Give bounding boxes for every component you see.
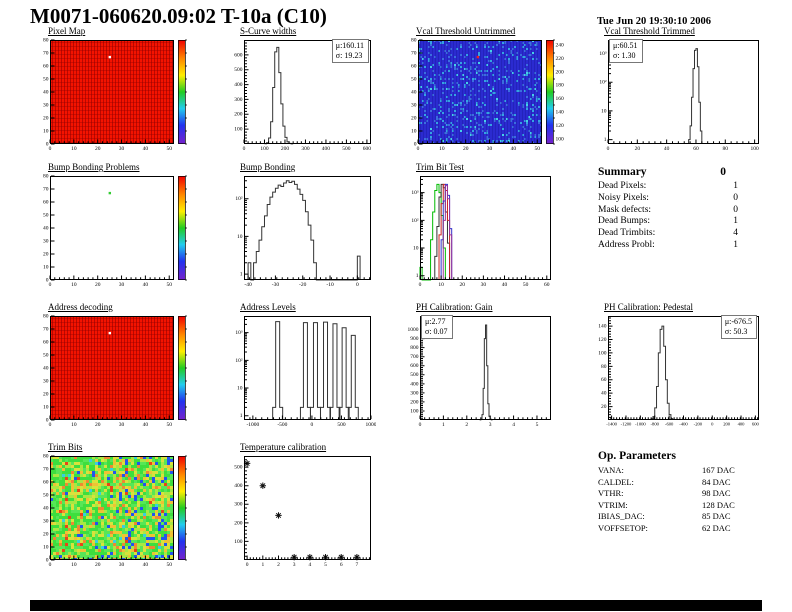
- summary-block: Summary 0 Dead Pixels: 1 Noisy Pixels: 0…: [598, 166, 758, 252]
- op-parameter-label: VTHR:: [598, 488, 624, 498]
- plot-title: Vcal Threshold Untrimmed: [416, 26, 516, 36]
- stats-box: μ:-676.5 σ: 50.3: [720, 315, 757, 339]
- op-parameter-value: 62 DAC: [702, 522, 731, 533]
- summary-row-value: 1: [733, 181, 738, 191]
- summary-row: Dead Pixels: 1: [598, 181, 738, 193]
- plot-ph-pedestal: PH Calibration: Pedestal μ:-676.5 σ: 50.…: [592, 302, 764, 431]
- stats-box: μ:160.11 σ: 19.23: [331, 39, 369, 63]
- op-parameter-row: VTHR: 98 DAC: [598, 488, 758, 500]
- op-parameters-heading: Op. Parameters: [598, 450, 758, 462]
- plot-pixel-map: Pixel Map: [36, 26, 198, 155]
- op-parameter-row: VOFFSETOP: 62 DAC: [598, 523, 758, 535]
- bump-bonding-canvas: [228, 173, 376, 291]
- op-parameter-value: 128 DAC: [702, 499, 735, 510]
- summary-row-label: Noisy Pixels:: [598, 192, 649, 203]
- op-parameter-row: CALDEL: 84 DAC: [598, 477, 758, 489]
- plot-address-decoding: Address decoding: [36, 302, 198, 431]
- plot-bump-problems: Bump Bonding Problems: [36, 162, 198, 291]
- stat-mu: μ:-676.5: [724, 317, 752, 326]
- page-title: M0071-060620.09:02 T-10a (C10): [30, 4, 327, 28]
- pixel-map-canvas: [36, 37, 198, 155]
- trim-bits-canvas: [36, 453, 198, 571]
- stat-sigma: σ: 1.30: [613, 50, 636, 60]
- op-parameters-block: Op. Parameters VANA: 167 DAC CALDEL: 84 …: [598, 450, 758, 534]
- plot-title: Trim Bit Test: [416, 162, 464, 172]
- plot-scurve-widths: S-Curve widths μ:160.11 σ: 19.23: [228, 26, 376, 155]
- summary-row: Address Probl: 1: [598, 240, 738, 252]
- plot-vcal-trimmed: Vcal Threshold Trimmed μ:60.51 σ: 1.30: [592, 26, 764, 155]
- summary-row-label: Dead Trimbits:: [598, 228, 656, 239]
- stats-box: μ:60.51 σ: 1.30: [609, 39, 643, 63]
- summary-row-value: 0: [733, 192, 738, 203]
- plot-trim-bits: Trim Bits: [36, 442, 198, 571]
- op-parameter-label: VOFFSETOP:: [598, 522, 648, 533]
- stat-mu: μ:2.77: [425, 317, 446, 326]
- op-parameter-value: 85 DAC: [702, 511, 731, 521]
- summary-row-label: Mask defects:: [598, 204, 652, 215]
- stat-mu: μ:160.11: [335, 41, 364, 50]
- summary-row-label: Dead Pixels:: [598, 181, 647, 191]
- plot-bump-bonding: Bump Bonding: [228, 162, 376, 291]
- summary-row: Noisy Pixels: 0: [598, 193, 738, 205]
- plot-temperature: Temperature calibration: [228, 442, 376, 571]
- op-parameter-row: VTRIM: 128 DAC: [598, 500, 758, 512]
- plot-title: Address decoding: [48, 302, 113, 312]
- op-parameters-title: Op. Parameters: [598, 450, 676, 462]
- summary-row-label: Address Probl:: [598, 239, 655, 250]
- op-parameter-value: 84 DAC: [702, 476, 731, 487]
- vcal-untrimmed-canvas: [404, 37, 566, 155]
- trim-bit-test-canvas: [404, 173, 556, 291]
- stats-box: μ:2.77 σ: 0.07: [421, 315, 453, 339]
- op-parameter-value: 98 DAC: [702, 488, 731, 498]
- op-parameter-label: IBIAS_DAC:: [598, 511, 645, 521]
- op-parameter-label: CALDEL:: [598, 476, 634, 487]
- op-parameter-row: VANA: 167 DAC: [598, 465, 758, 477]
- summary-grade: 0: [720, 166, 726, 178]
- plot-title: Bump Bonding Problems: [48, 162, 140, 172]
- plot-vcal-untrimmed: Vcal Threshold Untrimmed: [404, 26, 566, 155]
- plot-title: Bump Bonding: [240, 162, 296, 172]
- summary-row: Dead Trimbits: 4: [598, 228, 738, 240]
- plot-title: PH Calibration: Gain: [416, 302, 493, 312]
- address-levels-canvas: [228, 313, 376, 431]
- op-parameter-value: 167 DAC: [702, 465, 735, 475]
- op-parameter-label: VANA:: [598, 465, 624, 475]
- summary-row-value: 1: [733, 239, 738, 250]
- op-parameter-rows: VANA: 167 DAC CALDEL: 84 DAC VTHR: 98 DA…: [598, 465, 758, 534]
- summary-row: Dead Bumps: 1: [598, 216, 738, 228]
- op-parameter-row: IBIAS_DAC: 85 DAC: [598, 511, 758, 523]
- summary-row: Mask defects: 0: [598, 205, 738, 217]
- summary-heading: Summary 0: [598, 166, 726, 178]
- stat-sigma: σ: 50.3: [724, 326, 748, 336]
- plot-title: Trim Bits: [48, 442, 83, 452]
- summary-row-value: 0: [733, 204, 738, 215]
- plot-address-levels: Address Levels: [228, 302, 376, 431]
- summary-rows: Dead Pixels: 1 Noisy Pixels: 0 Mask defe…: [598, 181, 758, 252]
- summary-row-value: 1: [733, 216, 738, 227]
- summary-title: Summary: [598, 166, 647, 178]
- address-decoding-canvas: [36, 313, 198, 431]
- plot-trim-bit-test: Trim Bit Test: [404, 162, 556, 291]
- plot-ph-gain: PH Calibration: Gain μ:2.77 σ: 0.07: [404, 302, 556, 431]
- stat-sigma: σ: 19.23: [335, 50, 363, 60]
- summary-row-value: 4: [733, 228, 738, 239]
- plot-title: Vcal Threshold Trimmed: [604, 26, 695, 36]
- plot-title: Temperature calibration: [240, 442, 327, 452]
- plot-title: S-Curve widths: [240, 26, 297, 36]
- footer-bar: [30, 600, 762, 611]
- op-parameter-label: VTRIM:: [598, 499, 628, 510]
- temperature-canvas: [228, 453, 376, 571]
- timestamp: Tue Jun 20 19:30:10 2006: [597, 16, 711, 27]
- plot-title: PH Calibration: Pedestal: [604, 302, 693, 312]
- stat-mu: μ:60.51: [613, 41, 638, 50]
- plot-title: Pixel Map: [48, 26, 86, 36]
- stat-sigma: σ: 0.07: [425, 326, 448, 336]
- summary-row-label: Dead Bumps:: [598, 216, 650, 227]
- bump-problems-canvas: [36, 173, 198, 291]
- plot-title: Address Levels: [240, 302, 296, 312]
